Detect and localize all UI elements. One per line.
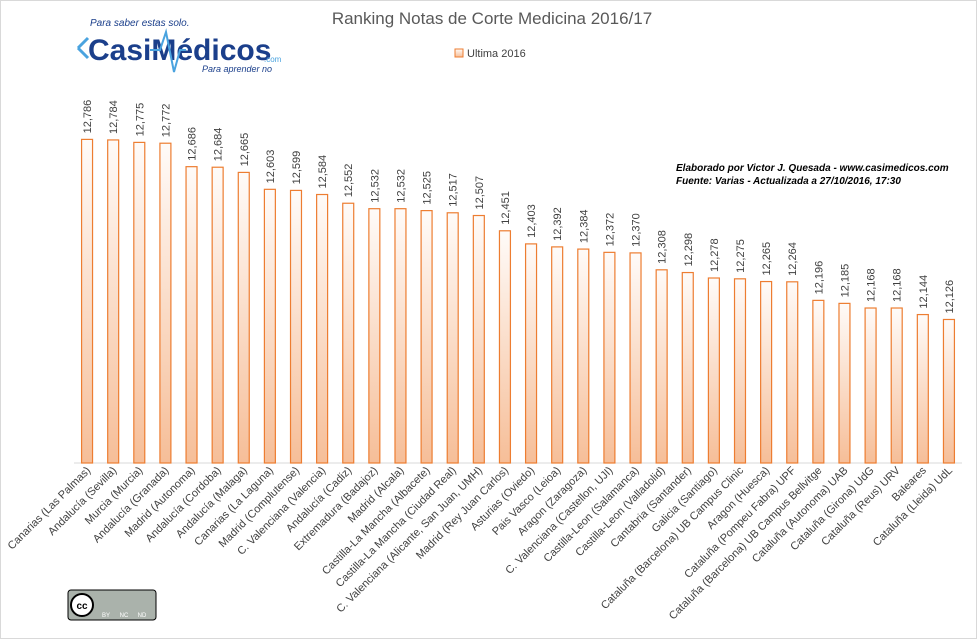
value-label: 12,686 xyxy=(187,127,199,161)
bar xyxy=(551,246,564,464)
logo: Para saber estas solo. CasiMédicos Para … xyxy=(76,18,282,74)
value-label: 12,384 xyxy=(578,209,590,243)
value-label: 12,786 xyxy=(82,100,94,134)
logo-tagline: Para saber estas solo. xyxy=(90,18,190,29)
badge-text: cc xyxy=(76,601,88,612)
badge-term: ND xyxy=(138,613,147,619)
logo-icon xyxy=(76,36,90,60)
bar xyxy=(133,141,146,464)
logo-tagline: Para aprender no xyxy=(202,64,272,74)
bar xyxy=(420,210,433,464)
bar xyxy=(681,271,694,464)
value-label: 12,532 xyxy=(395,169,407,203)
logo-domain: .com xyxy=(264,55,282,64)
value-label: 12,784 xyxy=(108,100,120,134)
bar xyxy=(629,252,642,464)
bar xyxy=(342,202,355,464)
bar xyxy=(80,138,94,464)
bar xyxy=(916,313,929,464)
bar xyxy=(838,302,851,464)
bar xyxy=(603,251,616,464)
value-label: 12,584 xyxy=(317,155,329,189)
annotation: Fuente: Varias - Actualizada a 27/10/201… xyxy=(676,176,901,187)
bar xyxy=(107,139,120,464)
value-label: 12,275 xyxy=(735,239,747,273)
bar xyxy=(211,166,224,464)
bar xyxy=(577,248,590,464)
value-label: 12,144 xyxy=(918,275,930,309)
value-label: 12,308 xyxy=(657,230,669,264)
bar xyxy=(707,277,720,464)
annotation: Elaborado por Victor J. Quesada - www.ca… xyxy=(676,163,949,174)
value-label: 12,775 xyxy=(134,103,146,137)
value-label: 12,370 xyxy=(631,213,643,247)
badge-circle xyxy=(70,593,94,617)
value-label: 12,392 xyxy=(552,207,564,241)
bar xyxy=(524,243,538,464)
bar xyxy=(655,269,668,464)
value-label: 12,603 xyxy=(265,150,277,184)
license-badge: cc BY NC ND xyxy=(67,589,157,621)
chart-title: Ranking Notas de Corte Medicina 2016/17 xyxy=(332,9,652,28)
bar xyxy=(890,307,903,464)
value-label: 12,298 xyxy=(683,233,695,267)
value-label: 12,185 xyxy=(839,264,851,298)
bar xyxy=(185,166,198,464)
bar xyxy=(472,214,485,464)
value-label: 12,772 xyxy=(160,104,172,138)
value-label: 12,168 xyxy=(866,268,878,302)
value-label: 12,265 xyxy=(761,242,773,276)
value-label: 12,451 xyxy=(500,191,512,225)
bar xyxy=(760,280,773,464)
bar xyxy=(159,142,172,464)
bar xyxy=(864,307,877,464)
value-label: 12,532 xyxy=(369,169,381,203)
value-label: 12,525 xyxy=(422,171,434,205)
bar xyxy=(237,171,250,464)
value-label: 12,517 xyxy=(448,173,460,207)
value-label: 12,168 xyxy=(892,268,904,302)
value-label: 12,196 xyxy=(813,261,825,295)
legend-label: Ultima 2016 xyxy=(467,48,526,60)
bar xyxy=(394,208,407,464)
badge-term: BY xyxy=(102,613,110,619)
legend-swatch xyxy=(454,48,464,58)
bar xyxy=(446,212,459,464)
badge-term: NC xyxy=(120,613,129,619)
bar xyxy=(263,188,276,464)
value-label: 12,599 xyxy=(291,151,303,185)
value-label: 12,372 xyxy=(604,213,616,247)
value-label: 12,126 xyxy=(944,280,956,314)
bar xyxy=(812,299,825,464)
value-label: 12,278 xyxy=(709,238,721,272)
bar xyxy=(942,318,956,464)
value-label: 12,684 xyxy=(213,128,225,162)
logo-pulse xyxy=(150,28,186,73)
bar xyxy=(733,278,747,464)
bar xyxy=(786,281,799,464)
value-label: 12,552 xyxy=(343,164,355,198)
bar xyxy=(316,193,329,464)
bar xyxy=(368,208,381,464)
value-label: 12,665 xyxy=(239,133,251,167)
bar xyxy=(289,189,303,464)
bar xyxy=(498,230,512,464)
value-label: 12,264 xyxy=(787,242,799,276)
value-label: 12,507 xyxy=(474,176,486,210)
value-label: 12,403 xyxy=(526,204,538,238)
